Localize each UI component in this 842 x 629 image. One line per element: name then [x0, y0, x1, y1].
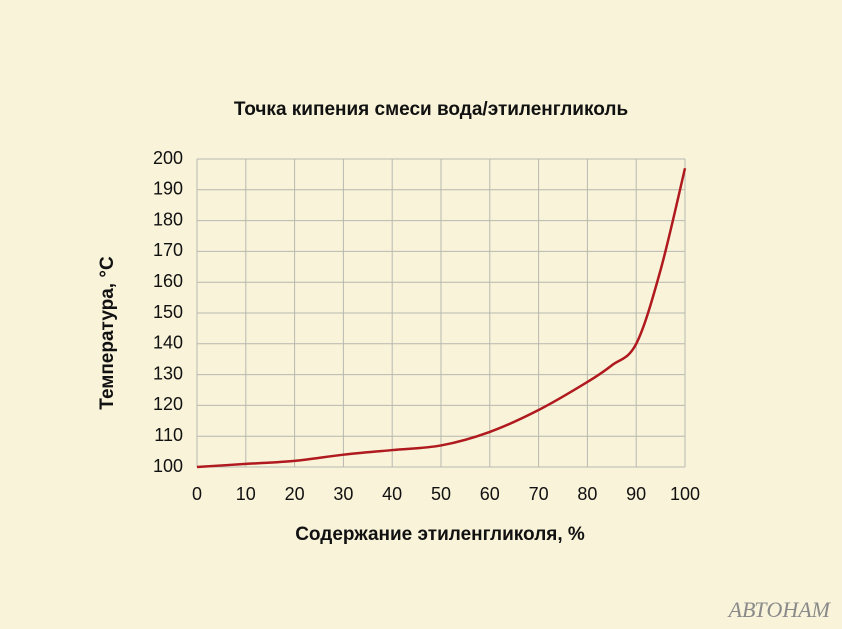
- x-tick-label: 80: [577, 484, 597, 504]
- x-tick-label: 40: [382, 484, 402, 504]
- x-tick-label: 30: [333, 484, 353, 504]
- y-tick-label: 190: [153, 179, 183, 199]
- x-tick-label: 10: [236, 484, 256, 504]
- data-line: [196, 167, 687, 469]
- y-tick-label: 160: [153, 271, 183, 291]
- y-tick-label: 180: [153, 209, 183, 229]
- x-tick-label: 60: [480, 484, 500, 504]
- y-tick-label: 140: [153, 333, 183, 353]
- y-tick-label: 110: [154, 425, 183, 445]
- y-tick-label: 120: [153, 394, 183, 414]
- x-tick-label: 0: [192, 484, 202, 504]
- y-tick-label: 130: [153, 363, 183, 383]
- x-axis-title: Содержание этиленгликоля, %: [295, 524, 585, 545]
- y-tick-label: 200: [153, 148, 183, 168]
- x-tick-label: 100: [670, 484, 700, 504]
- y-tick-label: 100: [153, 456, 183, 476]
- x-tick-label: 20: [285, 484, 305, 504]
- chart-title: Точка кипения смеси вода/этиленгликоль: [234, 99, 628, 120]
- watermark: АВТОНАМ: [727, 597, 832, 622]
- x-tick-label: 50: [431, 484, 451, 504]
- y-tick-label: 150: [153, 302, 183, 322]
- y-tick-label: 170: [153, 240, 183, 260]
- y-axis-title: Температура, °С: [97, 256, 118, 410]
- x-tick-label: 90: [626, 484, 646, 504]
- x-tick-label: 70: [529, 484, 549, 504]
